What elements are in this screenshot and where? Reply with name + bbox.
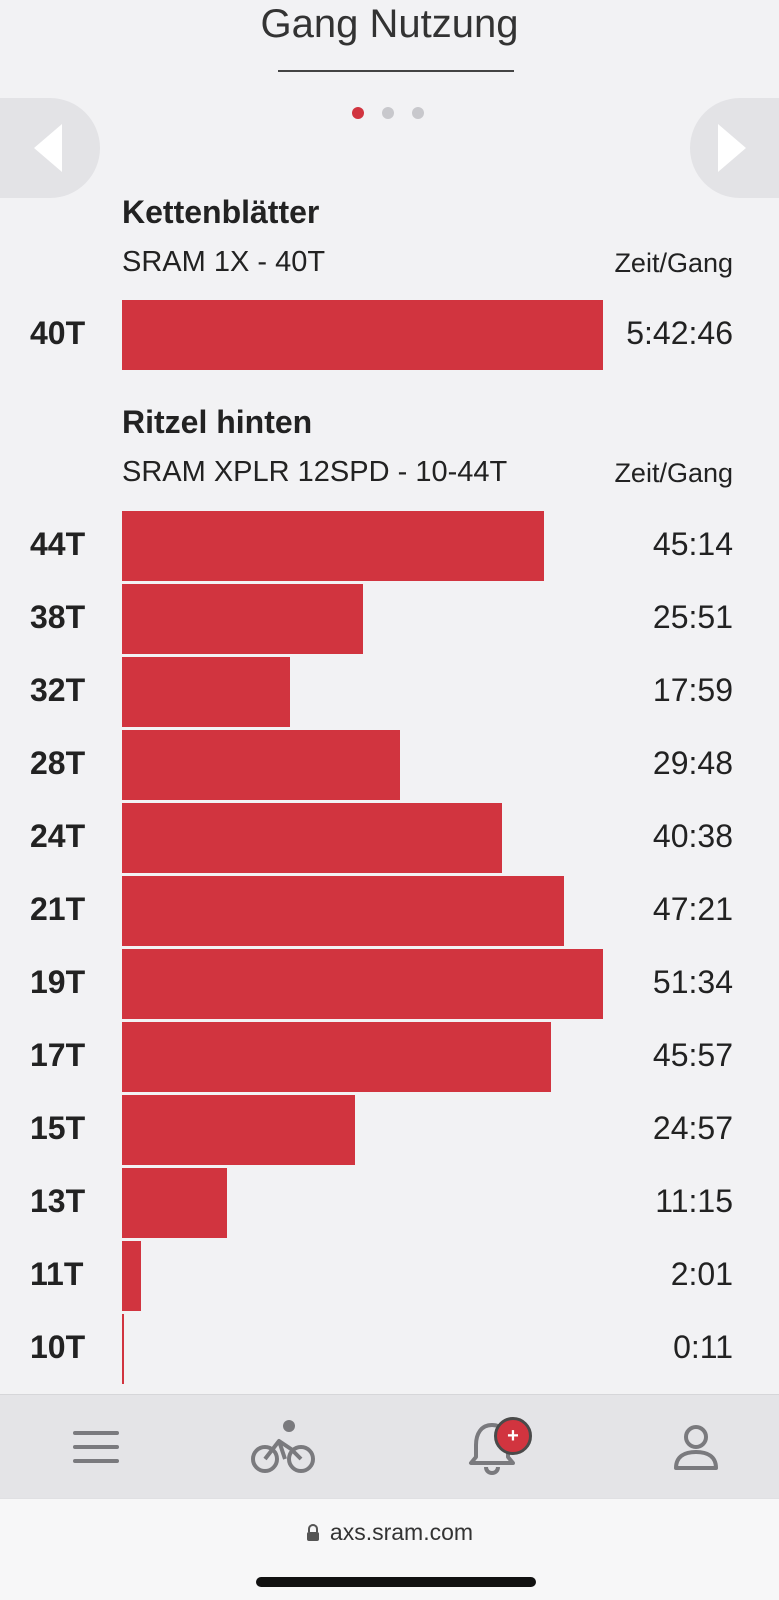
gear-usage-bar <box>122 584 364 654</box>
gear-label: 21T <box>30 891 86 927</box>
url-text: axs.sram.com <box>329 1519 474 1545</box>
lock-icon <box>306 1523 319 1541</box>
gear-label: 40T <box>30 315 86 351</box>
gear-label: 28T <box>30 745 86 781</box>
gear-time-value: 11:15 <box>655 1183 733 1219</box>
gear-usage-bar <box>122 1241 141 1311</box>
gear-label: 44T <box>30 526 86 562</box>
gear-time-value: 45:14 <box>652 526 733 562</box>
gear-usage-bar <box>122 1022 551 1092</box>
title-underline <box>278 70 514 72</box>
bottom-navigation: + <box>0 1394 779 1498</box>
gear-label: 17T <box>30 1037 86 1073</box>
cassette-title: Ritzel hinten <box>122 404 313 440</box>
gear-time-value: 47:21 <box>652 891 733 927</box>
gear-usage-bar <box>122 876 565 946</box>
gear-label: 10T <box>30 1329 86 1365</box>
gear-time-value: 40:38 <box>652 818 733 854</box>
pager-dot-3[interactable] <box>412 107 424 119</box>
chainrings-title: Kettenblätter <box>122 194 320 230</box>
bike-icon <box>251 1420 315 1473</box>
url-display[interactable]: axs.sram.com <box>0 1519 779 1546</box>
menu-icon <box>73 1431 119 1463</box>
browser-url-bar[interactable]: axs.sram.com <box>0 1498 779 1600</box>
gear-usage-bar <box>122 730 401 800</box>
gear-label: 11T <box>30 1256 84 1292</box>
gear-label: 13T <box>30 1183 86 1219</box>
gear-time-value: 17:59 <box>652 672 733 708</box>
gear-time-value: 0:11 <box>673 1329 733 1365</box>
gear-usage-bar <box>122 1314 124 1384</box>
profile-button[interactable] <box>636 1395 756 1499</box>
gear-time-value: 5:42:46 <box>626 315 733 351</box>
gear-time-value: 45:57 <box>652 1037 733 1073</box>
pager-dot-1[interactable] <box>352 107 364 119</box>
bike-button[interactable] <box>224 1395 344 1499</box>
arrow-right-icon <box>718 124 746 172</box>
next-button[interactable] <box>690 98 779 198</box>
pager-dot-2[interactable] <box>382 107 394 119</box>
gear-time-value: 24:57 <box>652 1110 733 1146</box>
gear-label: 15T <box>30 1110 86 1146</box>
gear-usage-bar <box>122 657 291 727</box>
gear-usage-bar <box>122 1168 227 1238</box>
profile-icon <box>674 1425 718 1470</box>
chainrings-column-header: Zeit/Gang <box>614 248 733 278</box>
gear-usage-bar <box>122 300 603 370</box>
gear-label: 32T <box>30 672 86 708</box>
pager-dots[interactable] <box>352 107 424 119</box>
gear-usage-bar <box>122 1095 355 1165</box>
gear-label: 24T <box>30 818 86 854</box>
page-title: Gang Nutzung <box>260 2 519 46</box>
notification-badge: + <box>494 1417 532 1455</box>
gear-label: 19T <box>30 964 86 1000</box>
cassette-column-header: Zeit/Gang <box>614 458 733 488</box>
notifications-button[interactable]: + <box>432 1395 552 1499</box>
cassette-subtitle: SRAM XPLR 12SPD - 10-44T <box>122 456 508 488</box>
gear-time-value: 29:48 <box>652 745 733 781</box>
gear-time-value: 51:34 <box>652 964 733 1000</box>
home-indicator[interactable] <box>256 1577 536 1587</box>
previous-button[interactable] <box>0 98 100 198</box>
gear-label: 38T <box>30 599 86 635</box>
gear-time-value: 25:51 <box>652 599 733 635</box>
gear-usage-bar <box>122 511 544 581</box>
gear-usage-bar <box>122 803 502 873</box>
gear-time-value: 2:01 <box>670 1256 733 1292</box>
gear-usage-bar <box>122 949 603 1019</box>
chainrings-subtitle: SRAM 1X - 40T <box>122 246 326 278</box>
menu-button[interactable] <box>36 1395 156 1499</box>
arrow-left-icon <box>34 124 62 172</box>
